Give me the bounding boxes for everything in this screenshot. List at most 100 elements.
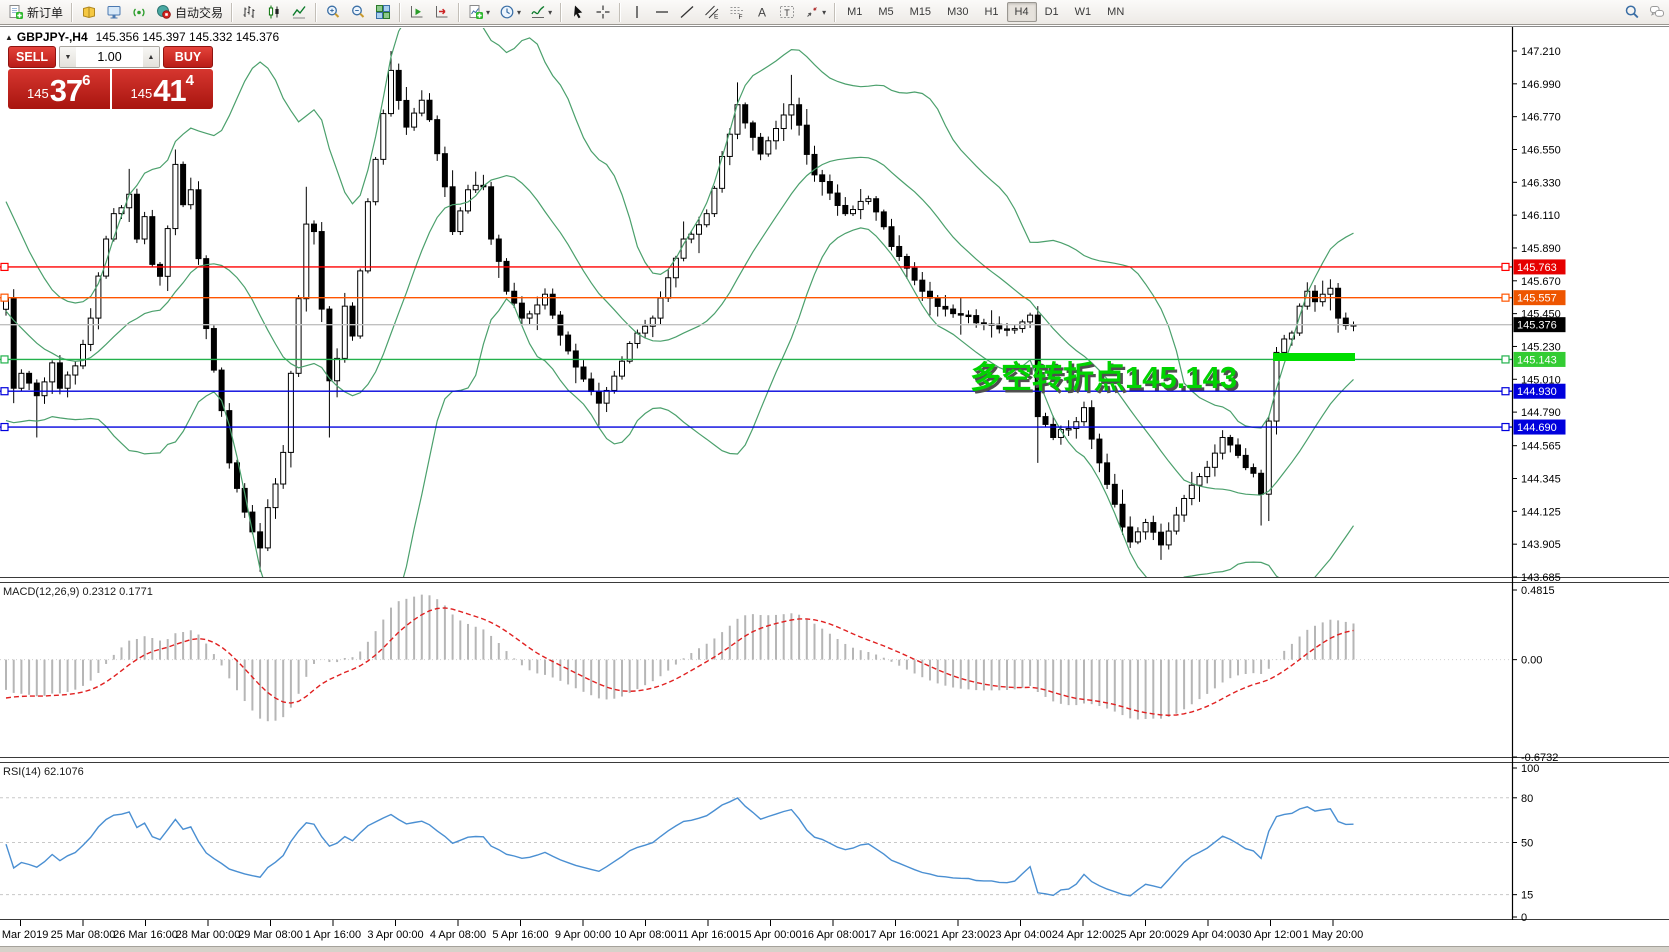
buy-price-display[interactable]: 145 41 4	[111, 69, 213, 109]
candlesticks	[3, 51, 1357, 572]
fibonacci-button[interactable]: F	[724, 1, 749, 24]
collapse-triangle-icon[interactable]: ▲	[5, 33, 13, 42]
timeframe-h1-button[interactable]: H1	[984, 6, 999, 18]
new-chart-button[interactable]: ▾	[463, 1, 494, 24]
price-tick-label: 145.890	[1521, 243, 1561, 255]
candlestick-chart-button[interactable]	[261, 1, 286, 24]
vline-icon	[628, 4, 645, 21]
volume-increase-button[interactable]: ▲	[143, 47, 159, 67]
toolbar-separator	[315, 2, 317, 22]
macd-axis-label: 0.4815	[1521, 585, 1555, 597]
time-tick-label: 16 Apr 08:00	[802, 929, 864, 941]
symbol-name: GBPJPY-,H4	[16, 30, 88, 44]
arrows-button[interactable]: ▾	[799, 1, 830, 24]
bar-chart-button[interactable]	[236, 1, 261, 24]
chevron-down-icon[interactable]: ▾	[822, 7, 827, 17]
hline-anchor-marker[interactable]	[0, 422, 9, 432]
timeframe-h4-button[interactable]: H4	[1006, 2, 1037, 22]
timeframe-m15-button[interactable]: M15	[909, 6, 932, 18]
rsi-axis-label: 15	[1521, 890, 1533, 902]
timeframe-m30-button[interactable]: M30	[947, 6, 969, 18]
price-tick-label: 145.230	[1521, 341, 1561, 353]
crosshair-button[interactable]	[590, 1, 615, 24]
price-tag-145.557	[1513, 290, 1566, 306]
autotrading-button-label: 自动交易	[175, 5, 224, 20]
horizontal-line-button[interactable]	[649, 1, 674, 24]
timeframe-w1-button[interactable]: W1	[1074, 6, 1092, 18]
hline-anchor-marker[interactable]	[1501, 387, 1510, 396]
sell-button[interactable]: SELL	[8, 46, 56, 68]
buy-button[interactable]: BUY	[163, 46, 213, 68]
data-window-button[interactable]	[101, 1, 126, 24]
annotation-text[interactable]: 多空转折点145.143	[970, 360, 1237, 395]
auto-scroll-button[interactable]	[404, 1, 429, 24]
indicators-button[interactable]: ▾	[525, 1, 556, 24]
time-tick-label: 4 Apr 08:00	[430, 929, 486, 941]
hline-anchor-marker[interactable]	[1501, 262, 1510, 272]
new-chart-icon	[467, 4, 484, 21]
pivot-highlight-bar[interactable]	[1273, 353, 1355, 361]
autotrading-button[interactable]: 自动交易	[151, 1, 227, 24]
vertical-line-button[interactable]	[624, 1, 649, 24]
timeframe-m1-button[interactable]: M1	[847, 6, 863, 18]
equidistant-channel-button[interactable]: E	[699, 1, 724, 24]
price-tick-label: 144.565	[1521, 441, 1561, 453]
hline-anchor-marker[interactable]	[0, 293, 9, 302]
text-label-button[interactable]: T	[774, 1, 799, 24]
chart-shift-button[interactable]	[429, 1, 454, 24]
toolbar-separator	[834, 2, 836, 22]
price-tick-label: 146.110	[1521, 210, 1560, 222]
trendline-button[interactable]	[674, 1, 699, 24]
chevron-down-icon[interactable]: ▾	[517, 7, 522, 17]
zoom-in-button[interactable]	[320, 1, 345, 24]
timeframe-mn-button[interactable]: MN	[1107, 6, 1125, 18]
chevron-down-icon[interactable]: ▾	[548, 7, 553, 17]
indicators-icon	[529, 4, 546, 21]
price-tag-144.930	[1513, 383, 1566, 399]
volume-input[interactable]	[76, 47, 143, 67]
price-tick-label: 145.670	[1521, 276, 1561, 288]
hline-anchor-marker[interactable]	[0, 355, 9, 364]
hline-anchor-marker[interactable]	[1501, 355, 1510, 364]
time-tick-label: 23 Apr 04:00	[989, 929, 1051, 941]
line-chart-button[interactable]	[286, 1, 311, 24]
hline-anchor-marker[interactable]	[0, 262, 9, 272]
chart-canvas: 多空转折点145.143多空转折点145.143147.210146.99014…	[0, 26, 1669, 941]
new-order-button[interactable]: 新订单	[3, 1, 67, 24]
toolbar-separator	[619, 2, 621, 22]
signals-button[interactable]	[126, 1, 151, 24]
chat-button[interactable]	[1644, 1, 1669, 24]
chat-icon	[1648, 4, 1665, 21]
time-tick-label: 29 Apr 04:00	[1177, 929, 1239, 941]
zoom-out-button[interactable]	[345, 1, 370, 24]
time-tick-label: 5 Apr 16:00	[492, 929, 548, 941]
chart-shift-icon	[433, 4, 450, 21]
market-watch-button[interactable]	[76, 1, 101, 24]
rsi-label: RSI(14) 62.1076	[3, 766, 84, 778]
volume-decrease-button[interactable]: ▼	[60, 47, 76, 67]
symbol-ohlc: 145.356 145.397 145.332 145.376	[95, 30, 280, 44]
chart-profiles-button[interactable]: ▾	[494, 1, 525, 24]
chevron-down-icon[interactable]: ▾	[486, 7, 491, 17]
hline-anchor-marker[interactable]	[1501, 293, 1510, 302]
price-tick-label: 144.790	[1521, 407, 1561, 419]
tile-windows-icon	[374, 4, 391, 21]
price-tag-145.763	[1513, 259, 1566, 275]
tile-windows-button[interactable]	[370, 1, 395, 24]
search-button[interactable]	[1619, 1, 1644, 24]
hline-anchor-marker[interactable]	[0, 387, 9, 396]
horizontal-level-lines	[0, 262, 1512, 432]
hline-anchor-marker[interactable]	[1501, 422, 1510, 432]
bollinger-middle-band	[5, 156, 1354, 496]
text-button[interactable]: A	[749, 1, 774, 24]
timeframe-d1-button[interactable]: D1	[1044, 6, 1059, 18]
timeframe-m5-button[interactable]: M5	[878, 6, 894, 18]
cursor-button[interactable]	[565, 1, 590, 24]
time-tick-label: 11 Apr 16:00	[677, 929, 739, 941]
macd-axis-label: 0.00	[1521, 655, 1542, 667]
sell-price-display[interactable]: 145 37 6	[8, 69, 110, 109]
price-tick-label: 143.905	[1521, 539, 1561, 551]
